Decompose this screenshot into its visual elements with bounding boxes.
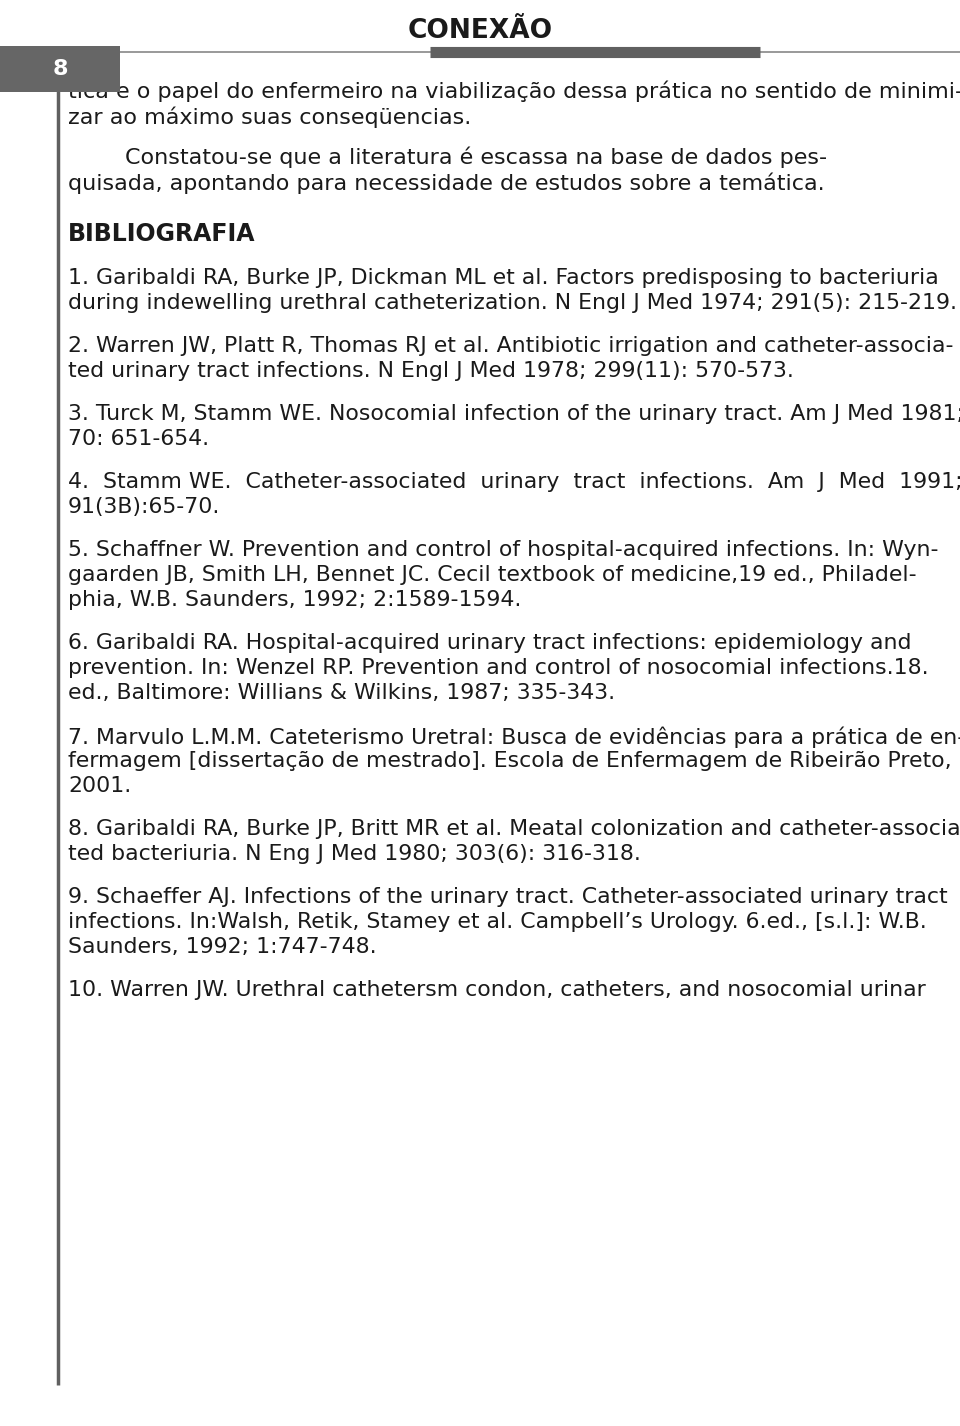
Text: 70: 651-654.: 70: 651-654. bbox=[68, 429, 209, 449]
Text: Saunders, 1992; 1:747-748.: Saunders, 1992; 1:747-748. bbox=[68, 937, 376, 957]
Text: ted urinary tract infections. N Engl J Med 1978; 299(11): 570-573.: ted urinary tract infections. N Engl J M… bbox=[68, 361, 794, 381]
Text: during indewelling urethral catheterization. N Engl J Med 1974; 291(5): 215-219.: during indewelling urethral catheterizat… bbox=[68, 292, 957, 312]
Text: 2. Warren JW, Platt R, Thomas RJ et al. Antibiotic irrigation and catheter-assoc: 2. Warren JW, Platt R, Thomas RJ et al. … bbox=[68, 337, 953, 356]
Text: phia, W.B. Saunders, 1992; 2:1589-1594.: phia, W.B. Saunders, 1992; 2:1589-1594. bbox=[68, 590, 521, 610]
Text: infections. In:Walsh, Retik, Stamey et al. Campbell’s Urology. 6.ed., [s.l.]: W.: infections. In:Walsh, Retik, Stamey et a… bbox=[68, 913, 926, 933]
Text: 91(3B):65-70.: 91(3B):65-70. bbox=[68, 498, 221, 518]
Text: fermagem [dissertação de mestrado]. Escola de Enfermagem de Ribeirão Preto,: fermagem [dissertação de mestrado]. Esco… bbox=[68, 752, 951, 771]
Text: 3. Turck M, Stamm WE. Nosocomial infection of the urinary tract. Am J Med 1981;: 3. Turck M, Stamm WE. Nosocomial infecti… bbox=[68, 404, 960, 424]
Text: 1. Garibaldi RA, Burke JP, Dickman ML et al. Factors predisposing to bacteriuria: 1. Garibaldi RA, Burke JP, Dickman ML et… bbox=[68, 268, 939, 288]
Text: quisada, apontando para necessidade de estudos sobre a temática.: quisada, apontando para necessidade de e… bbox=[68, 173, 825, 194]
Text: 10. Warren JW. Urethral cathetersm condon, catheters, and nosocomial urinar: 10. Warren JW. Urethral cathetersm condo… bbox=[68, 980, 925, 1000]
Text: 5. Schaffner W. Prevention and control of hospital-acquired infections. In: Wyn-: 5. Schaffner W. Prevention and control o… bbox=[68, 540, 939, 560]
Text: 2001.: 2001. bbox=[68, 776, 132, 796]
Text: CONEXÃO: CONEXÃO bbox=[407, 19, 553, 44]
Text: ted bacteriuria. N Eng J Med 1980; 303(6): 316-318.: ted bacteriuria. N Eng J Med 1980; 303(6… bbox=[68, 844, 641, 864]
Text: Constatou-se que a literatura é escassa na base de dados pes-: Constatou-se que a literatura é escassa … bbox=[68, 145, 828, 167]
Text: 6. Garibaldi RA. Hospital-acquired urinary tract infections: epidemiology and: 6. Garibaldi RA. Hospital-acquired urina… bbox=[68, 633, 911, 653]
Text: 4.  Stamm WE.  Catheter-associated  urinary  tract  infections.  Am  J  Med  199: 4. Stamm WE. Catheter-associated urinary… bbox=[68, 472, 960, 492]
Text: prevention. In: Wenzel RP. Prevention and control of nosocomial infections.18.: prevention. In: Wenzel RP. Prevention an… bbox=[68, 657, 928, 677]
Text: tica e o papel do enfermeiro na viabilização dessa prática no sentido de minimi-: tica e o papel do enfermeiro na viabiliz… bbox=[68, 80, 960, 101]
Text: zar ao máximo suas conseqüencias.: zar ao máximo suas conseqüencias. bbox=[68, 106, 471, 127]
Bar bbox=[0, 46, 120, 93]
Text: 8. Garibaldi RA, Burke JP, Britt MR et al. Meatal colonization and catheter-asso: 8. Garibaldi RA, Burke JP, Britt MR et a… bbox=[68, 819, 960, 838]
Text: 7. Marvulo L.M.M. Cateterismo Uretral: Busca de evidências para a prática de en-: 7. Marvulo L.M.M. Cateterismo Uretral: B… bbox=[68, 726, 960, 747]
Text: BIBLIOGRAFIA: BIBLIOGRAFIA bbox=[68, 222, 255, 247]
Text: gaarden JB, Smith LH, Bennet JC. Cecil textbook of medicine,19 ed., Philadel-: gaarden JB, Smith LH, Bennet JC. Cecil t… bbox=[68, 565, 917, 585]
Text: 8: 8 bbox=[52, 58, 68, 78]
Text: 9. Schaeffer AJ. Infections of the urinary tract. Catheter-associated urinary tr: 9. Schaeffer AJ. Infections of the urina… bbox=[68, 887, 948, 907]
Text: ed., Baltimore: Willians & Wilkins, 1987; 335-343.: ed., Baltimore: Willians & Wilkins, 1987… bbox=[68, 683, 615, 703]
